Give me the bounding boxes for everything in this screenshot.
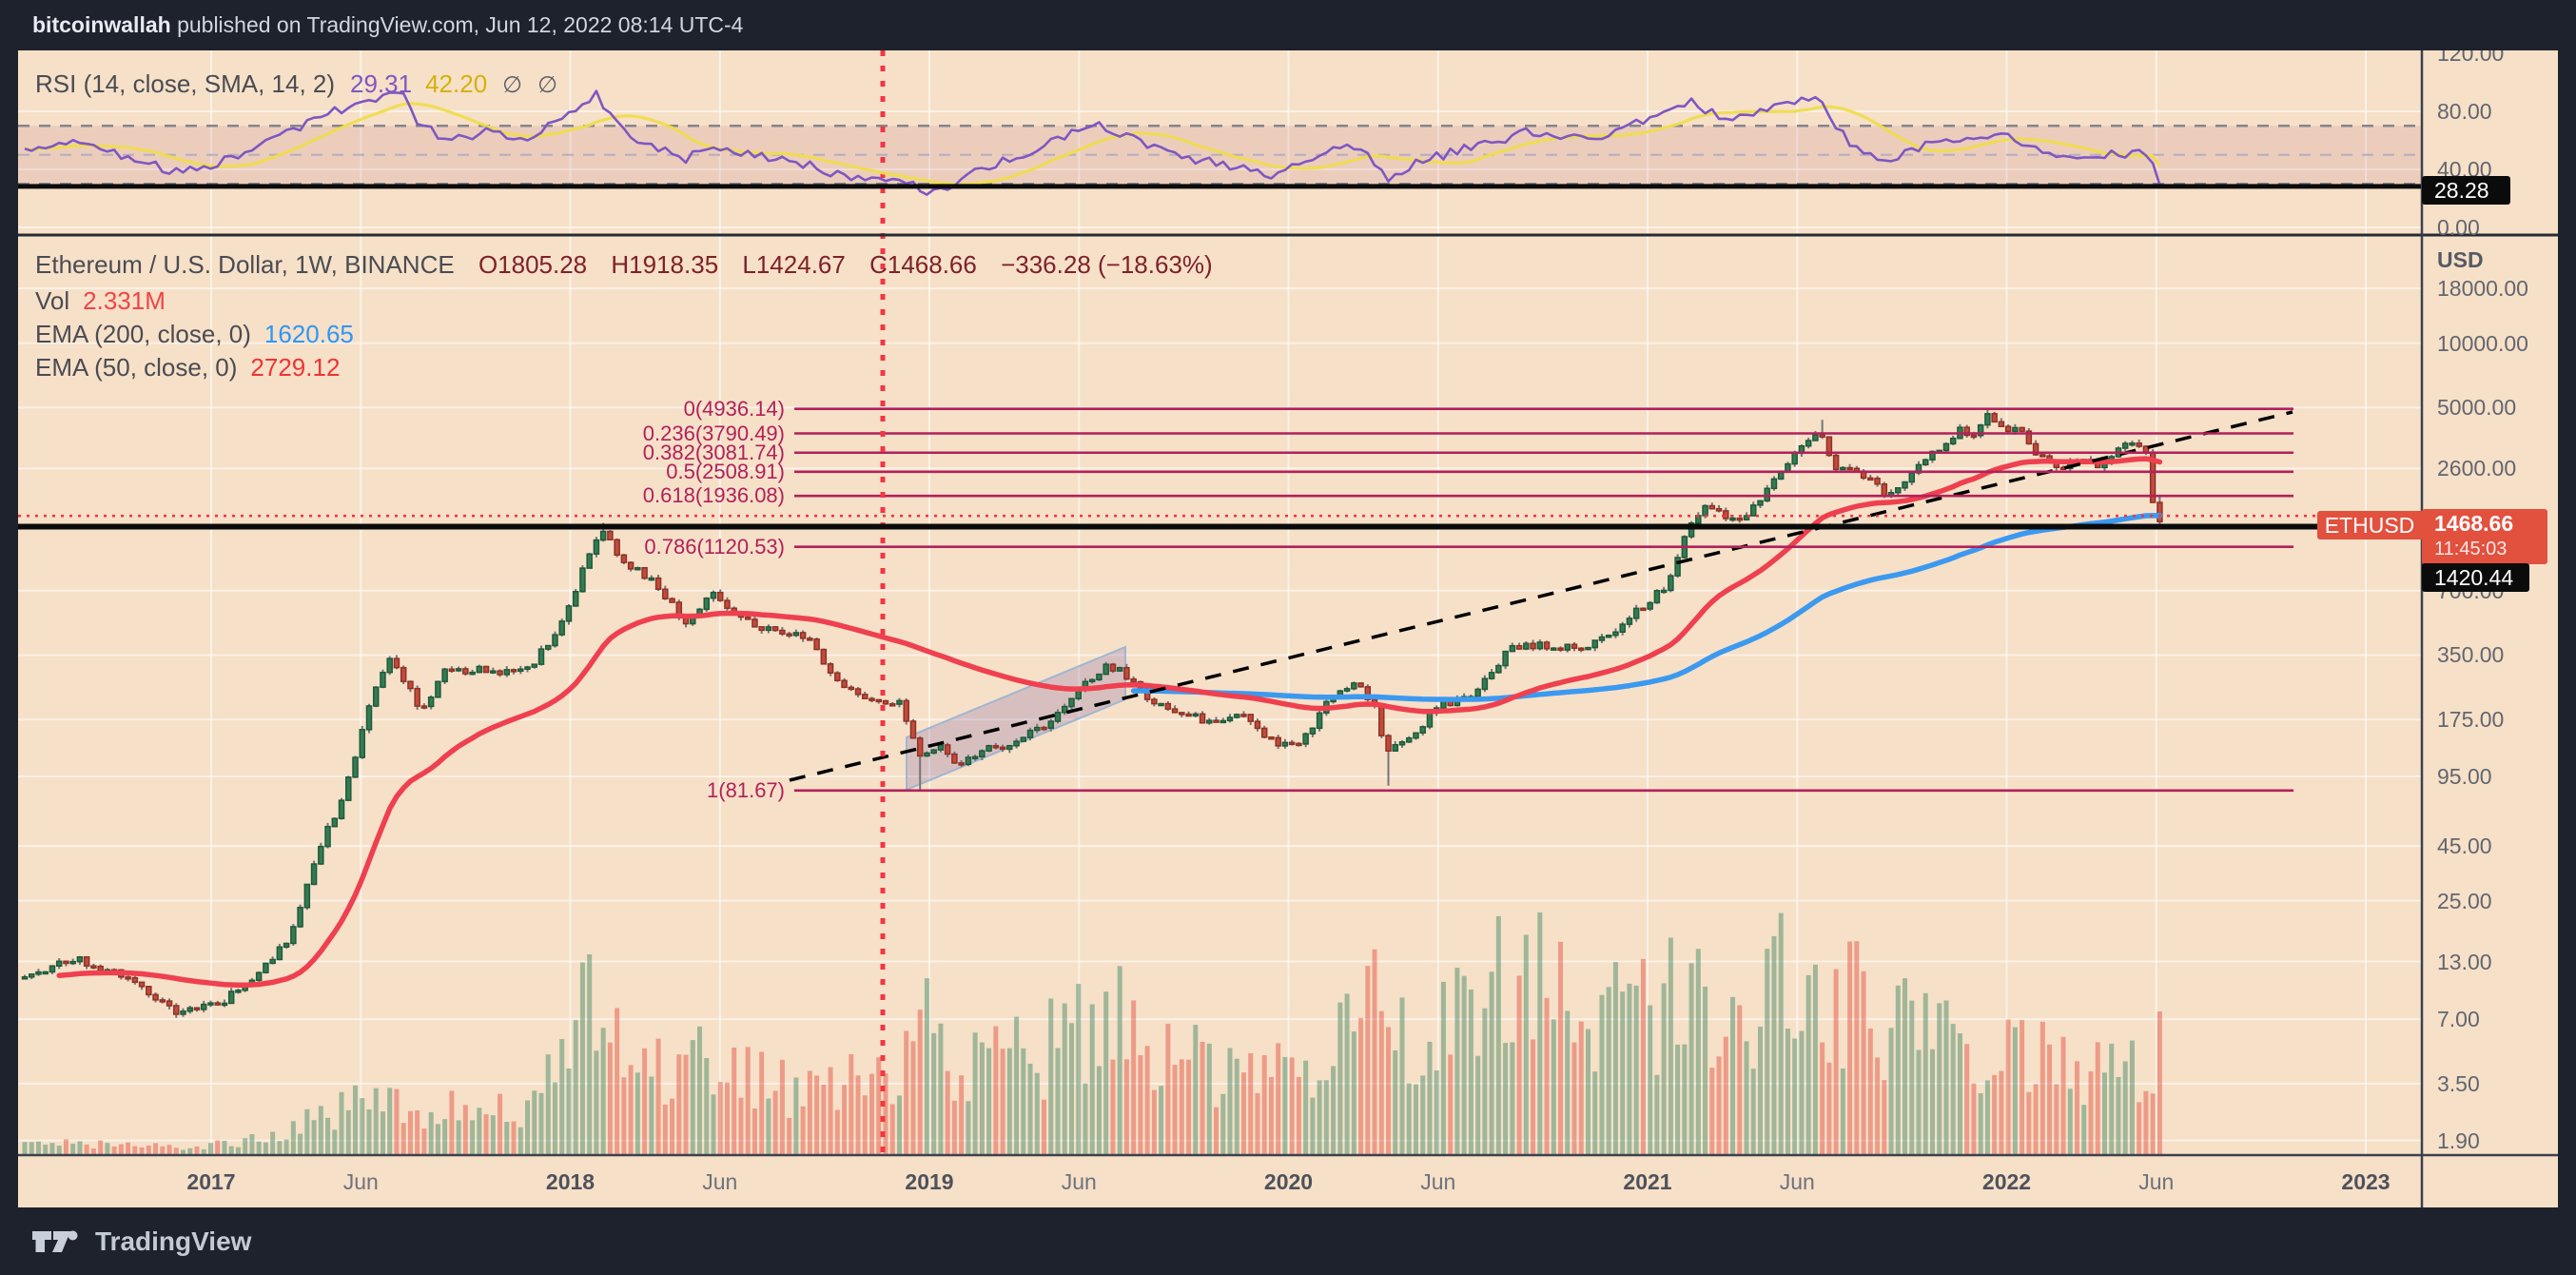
indicator-hide-icon[interactable]: ∅	[502, 72, 523, 98]
title-bar: bitcoinwallah published on TradingView.c…	[0, 0, 2576, 50]
tradingview-logo-icon	[32, 1230, 78, 1252]
attribution-bar[interactable]: TradingView	[0, 1207, 2576, 1275]
chart-area[interactable]: RSI (14, close, SMA, 14, 2) 29.31 42.20 ∅ ∅ …	[18, 50, 2558, 1207]
chart-canvas[interactable]	[18, 50, 2558, 1207]
brand-name: TradingView	[95, 1226, 252, 1256]
publisher-name: bitcoinwallah	[32, 12, 171, 37]
publish-info: published on TradingView.com, Jun 12, 20…	[170, 12, 744, 37]
indicator-hide-icon[interactable]: ∅	[537, 72, 557, 98]
